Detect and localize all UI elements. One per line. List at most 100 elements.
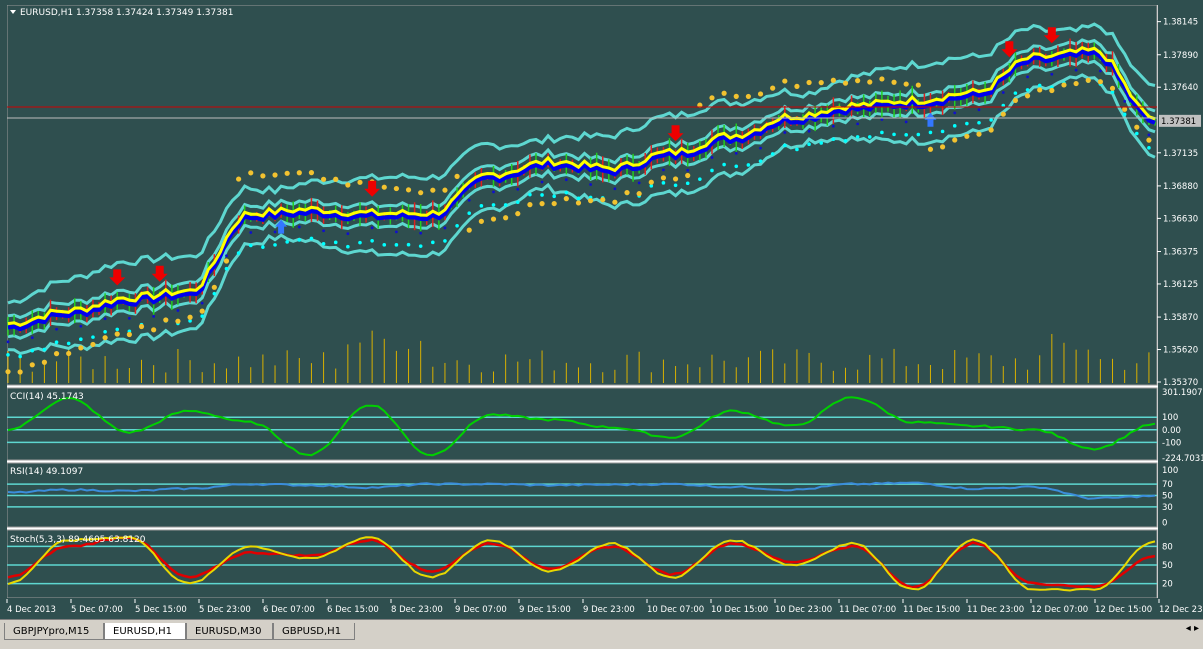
tab-label: EURUSD,M30: [195, 626, 262, 637]
blue-dot: [564, 178, 568, 182]
time-tick-label: 12 Dec 15:00: [1095, 605, 1152, 615]
cyan-dot: [91, 335, 95, 339]
blue-dot: [589, 183, 593, 186]
tab-eurusd-h1[interactable]: EURUSD,H1: [104, 623, 186, 640]
blue-dot: [686, 168, 690, 172]
cyan-dot: [807, 142, 811, 147]
cyan-dot: [528, 192, 532, 197]
cyan-dot: [1147, 146, 1151, 150]
blue-dot: [127, 316, 131, 320]
cyan-dot: [831, 137, 836, 142]
chart-canvas[interactable]: 1.38145 1.37890 1.37640 1.37381 1.37135 1.368…: [0, 0, 1203, 620]
cyan-dot: [273, 243, 277, 247]
cyan-dot: [248, 243, 253, 248]
time-tick-label: 12 Dec 23:00: [1159, 605, 1203, 615]
sar-dot: [709, 95, 715, 101]
cyan-dot: [661, 181, 666, 185]
stoch-main-line: [7, 535, 1156, 592]
chart-header: EURUSD,H1 1.37358 1.37424 1.37349 1.3738…: [20, 8, 233, 18]
level-label: 0: [1162, 518, 1167, 528]
blue-dot: [79, 324, 83, 328]
dropdown-triangle-icon[interactable]: [10, 10, 16, 14]
sar-dot: [757, 91, 764, 97]
sar-dot: [381, 184, 387, 190]
blue-dot: [1026, 75, 1029, 79]
sar-dot: [927, 146, 934, 152]
cyan-dot: [443, 239, 447, 243]
time-tick-label: 10 Dec 15:00: [711, 605, 768, 615]
sell-arrow-icon: [667, 125, 684, 142]
sar-dot: [260, 173, 266, 179]
sar-dot: [66, 350, 72, 357]
stoch-panel[interactable]: [6, 529, 1158, 599]
inner-lower-band: [7, 59, 1156, 340]
time-tick-label: 10 Dec 23:00: [775, 605, 832, 615]
blue-dot: [395, 230, 398, 234]
cyan-dot: [1025, 88, 1030, 92]
blue-dot: [516, 187, 520, 191]
cyan-dot: [224, 266, 229, 271]
sar-dot: [393, 185, 400, 192]
blue-dot: [783, 131, 787, 134]
sar-dot: [248, 170, 254, 176]
tab-gbpusd-h1[interactable]: GBPUSD,H1: [273, 623, 355, 640]
sar-dot: [1000, 111, 1006, 117]
level-label: 20: [1162, 580, 1173, 590]
cyan-dot: [297, 238, 302, 242]
moving-averages: [7, 46, 1156, 332]
sar-dot: [138, 323, 145, 330]
sar-dot: [733, 93, 739, 99]
blue-dot: [540, 180, 544, 184]
sar-dot: [745, 93, 751, 100]
level-label: -224.7031: [1162, 454, 1203, 464]
time-tick-label: 11 Dec 23:00: [967, 605, 1024, 615]
sar-dot: [357, 179, 363, 185]
price-tick-label: 1.36630: [1163, 214, 1198, 224]
sar-dot: [721, 90, 727, 96]
sar-dot: [175, 318, 181, 324]
current-price-tag: [1159, 114, 1201, 127]
price-tick-label: 1.36125: [1163, 280, 1198, 290]
cyan-dot: [455, 223, 459, 228]
rsi-label: RSI(14) 49.1097: [10, 467, 83, 477]
sar-dot: [320, 176, 327, 182]
blue-dot: [1074, 68, 1078, 72]
cyan-dot: [79, 337, 83, 341]
sar-dot: [842, 80, 849, 86]
blue-dot: [152, 314, 156, 318]
time-tick-label: 11 Dec 15:00: [903, 605, 960, 615]
tab-scroll-arrows-icon[interactable]: ◂ ▸: [1185, 623, 1199, 634]
cyan-dot: [30, 348, 35, 353]
cyan-dot: [916, 132, 921, 137]
tab-gbpjpypro-m15[interactable]: GBPJPYpro,M15: [4, 623, 104, 640]
price-tick-label: 1.35370: [1163, 378, 1198, 388]
cyan-dot: [564, 190, 569, 195]
time-tick-label: 4 Dec 2013: [7, 605, 56, 615]
sar-dot: [1073, 80, 1079, 87]
sell-arrow-icon: [109, 269, 126, 286]
sar-dot: [976, 131, 982, 137]
sar-dot: [1134, 124, 1140, 130]
cyan-dot: [758, 159, 763, 163]
cyan-dot: [576, 196, 581, 201]
cyan-dot: [515, 200, 520, 205]
cyan-dot: [1134, 131, 1139, 136]
blue-dot: [322, 229, 325, 233]
sar-dot: [1024, 93, 1031, 99]
price-tick-label: 1.37640: [1163, 83, 1198, 93]
sar-dot: [806, 79, 812, 86]
sell-arrow-icon: [1001, 41, 1018, 58]
sar-dot: [794, 83, 800, 89]
cyan-dot: [1037, 83, 1042, 88]
tab-label: EURUSD,H1: [113, 626, 173, 637]
cyan-dot: [200, 314, 205, 318]
tab-eurusd-m30[interactable]: EURUSD,M30: [186, 623, 273, 640]
sar-dot: [296, 170, 302, 176]
cyan-dot: [880, 130, 884, 135]
cyan-dot: [783, 143, 787, 148]
level-label: 100: [1162, 413, 1178, 423]
cyan-dot: [346, 244, 350, 249]
cyan-dot: [103, 329, 107, 334]
blue-dot: [710, 156, 714, 159]
